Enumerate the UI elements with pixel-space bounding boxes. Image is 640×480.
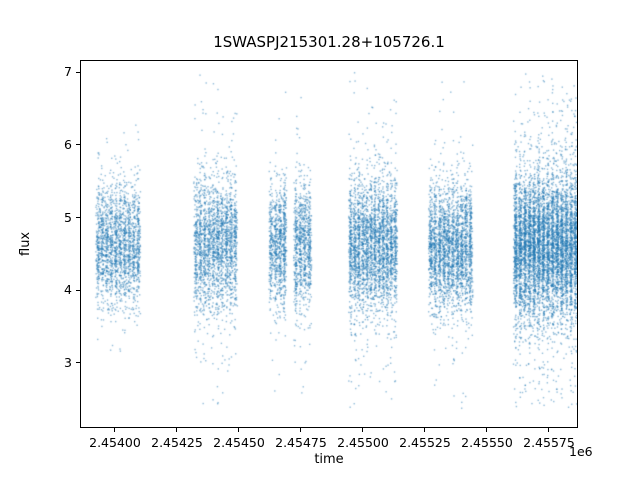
x-tick bbox=[300, 428, 302, 432]
x-tick bbox=[548, 428, 550, 432]
y-tick bbox=[76, 362, 80, 364]
x-tick-label: 2.45525 bbox=[399, 435, 451, 450]
x-tick bbox=[486, 428, 488, 432]
y-tick bbox=[76, 71, 80, 73]
x-tick-label: 2.45550 bbox=[461, 435, 513, 450]
x-tick bbox=[176, 428, 178, 432]
x-axis-label: time bbox=[314, 452, 344, 467]
y-tick bbox=[76, 289, 80, 291]
x-tick bbox=[114, 428, 116, 432]
x-tick-label: 2.45425 bbox=[151, 435, 203, 450]
y-tick-label: 4 bbox=[64, 282, 72, 298]
x-tick-label: 2.45500 bbox=[337, 435, 389, 450]
x-tick bbox=[362, 428, 364, 432]
y-tick bbox=[76, 217, 80, 218]
y-axis-label: flux bbox=[18, 231, 33, 257]
x-tick-label: 2.45575 bbox=[523, 435, 575, 450]
x-tick-label: 2.45450 bbox=[213, 435, 265, 450]
y-tick bbox=[76, 144, 80, 146]
y-tick-label: 3 bbox=[64, 354, 72, 370]
chart-title: 1SWASPJ215301.28+105726.1 bbox=[213, 33, 445, 51]
x-tick-label: 2.45400 bbox=[89, 435, 141, 450]
y-tick-label: 7 bbox=[64, 64, 72, 80]
plot-canvas bbox=[81, 61, 577, 427]
x-offset-label: 1e6 bbox=[569, 444, 593, 459]
y-tick-label: 6 bbox=[64, 136, 72, 152]
y-tick-label: 5 bbox=[64, 209, 72, 225]
x-tick-label: 2.45475 bbox=[275, 435, 327, 450]
x-tick bbox=[238, 428, 240, 432]
x-tick bbox=[424, 428, 426, 432]
